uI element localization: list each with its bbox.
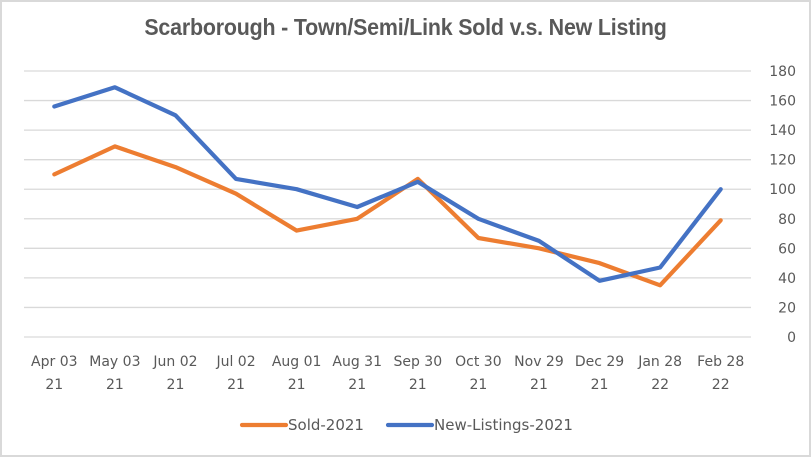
x-tick-label-year: 21 (348, 377, 366, 393)
legend-label: Sold-2021 (288, 416, 364, 434)
x-tick-label-year: 21 (106, 377, 124, 393)
legend: Sold-2021 New-Listings-2021 (239, 416, 573, 434)
x-tick-label: Feb 28 (697, 354, 744, 370)
series-line-sold-2021 (52, 144, 723, 288)
x-tick-label: Jul 02 (215, 354, 255, 370)
y-tick-label: 180 (769, 64, 796, 80)
x-tick-label-year: 21 (530, 377, 548, 393)
x-tick-label-year: 21 (591, 377, 609, 393)
x-tick-label-year: 21 (469, 377, 487, 393)
legend-item: New-Listings-2021 (385, 416, 573, 434)
x-tick-label-year: 22 (712, 377, 730, 393)
y-tick-label: 140 (769, 123, 796, 139)
x-tick-label-year: 21 (45, 377, 63, 393)
y-tick-label: 60 (778, 241, 796, 257)
y-tick-label: 80 (778, 212, 796, 228)
series-line-new-listings-2021 (52, 85, 723, 283)
x-tick-label-year: 21 (288, 377, 306, 393)
x-tick-label: Nov 29 (514, 354, 564, 370)
x-tick-label: Dec 29 (575, 354, 624, 370)
x-tick-label: Jun 02 (152, 354, 197, 370)
y-tick-label: 40 (778, 271, 796, 287)
y-tick-label: 20 (778, 300, 796, 316)
y-tick-label: 120 (769, 153, 796, 169)
x-tick-label-year: 21 (167, 377, 185, 393)
x-tick-label-year: 21 (409, 377, 427, 393)
series-lines (52, 85, 723, 288)
chart-title: Scarborough - Town/Semi/Link Sold v.s. N… (144, 14, 667, 40)
x-tick-label: Oct 30 (455, 354, 501, 370)
x-tick-label-year: 22 (651, 377, 669, 393)
x-tick-label: Aug 01 (272, 354, 322, 370)
x-tick-label-year: 21 (227, 377, 245, 393)
legend-item: Sold-2021 (239, 416, 364, 434)
x-tick-label: Aug 31 (332, 354, 382, 370)
gridlines (24, 70, 751, 338)
x-tick-label: Jan 28 (637, 354, 682, 370)
y-axis-ticks: 0 20 40 60 80 100 120 140 160 180 (769, 64, 796, 346)
x-axis-ticks: Apr 03 21 May 03 21 Jun 02 21 Jul 02 21 Aug 01 21… (31, 354, 744, 393)
x-tick-label: Sep 30 (393, 354, 442, 370)
y-tick-label: 100 (769, 182, 796, 198)
x-tick-label: May 03 (89, 354, 140, 370)
x-tick-label: Apr 03 (31, 354, 77, 370)
legend-label: New-Listings-2021 (434, 416, 573, 434)
y-tick-label: 0 (787, 330, 796, 346)
y-tick-label: 160 (769, 94, 796, 110)
